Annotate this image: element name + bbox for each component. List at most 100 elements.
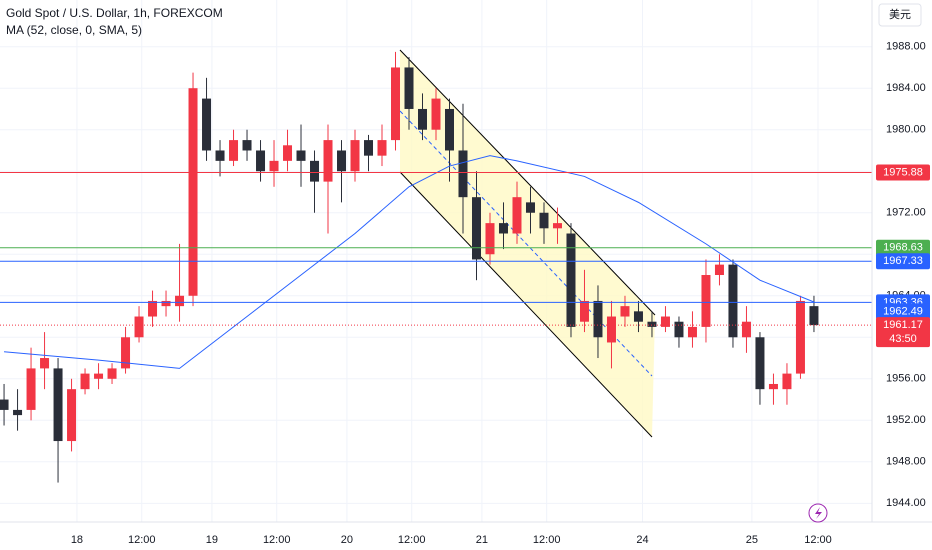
ma-line (4, 155, 815, 369)
candle-body (323, 140, 333, 182)
y-tick-label: 1944.00 (886, 497, 926, 509)
x-tick-label: 19 (206, 534, 218, 546)
candle-body (0, 399, 9, 410)
candle-body (525, 202, 535, 213)
x-tick-label: 12:00 (263, 534, 291, 546)
candle-body (633, 311, 643, 322)
channel-top (399, 49, 656, 316)
x-tick-label: 25 (746, 534, 758, 546)
candle-body (579, 300, 589, 322)
candle-body (350, 140, 360, 172)
candle-body (539, 212, 549, 229)
price-label-box (876, 317, 930, 348)
candle-body (215, 150, 225, 161)
x-tick-label: 21 (476, 534, 488, 546)
channel-bottom (399, 171, 653, 438)
x-tick-label: 12:00 (128, 534, 156, 546)
candle-body (512, 197, 522, 234)
candle-body (485, 223, 495, 255)
candle-body (94, 373, 104, 379)
currency-button[interactable] (878, 3, 922, 27)
candle-body (431, 98, 441, 130)
candle-body (768, 383, 778, 390)
y-tick-label: 1952.00 (886, 414, 926, 426)
price-label-box (876, 239, 930, 256)
candle-body (498, 223, 508, 234)
candle-body (809, 306, 819, 326)
candle-body (67, 389, 77, 442)
candle-body (418, 108, 428, 130)
candle-body (660, 316, 670, 327)
candle-body (202, 98, 212, 151)
plot (0, 51, 872, 483)
candle-body (620, 306, 630, 317)
candle-body (444, 108, 454, 151)
price-label: 1968.63 (883, 242, 923, 254)
candle-body (107, 368, 117, 379)
y-tick-label: 1972.00 (886, 207, 926, 219)
candle-body (714, 264, 724, 276)
price-label-box (876, 303, 930, 320)
candle-body (741, 321, 751, 338)
currency[interactable]: 美元 (889, 8, 911, 21)
candle-body (161, 300, 171, 307)
y-tick-label: 1956.00 (886, 373, 926, 385)
lightning-glyph (815, 507, 822, 519)
candle-body (310, 160, 320, 182)
candle-body (13, 409, 23, 416)
y-tick-label: 1980.00 (886, 124, 926, 136)
candle-body (148, 300, 158, 317)
candle-body (80, 373, 90, 390)
candle-body (404, 67, 414, 109)
candle-body (755, 337, 765, 390)
candle-body (242, 140, 252, 151)
candle-body (795, 300, 805, 374)
candle-body (674, 321, 684, 338)
candle-body (269, 160, 279, 172)
candle-body (566, 233, 576, 327)
y-tick-label: 1948.00 (886, 456, 926, 468)
candle-body (121, 337, 131, 369)
candle-body (782, 373, 792, 390)
channel-fill (400, 50, 655, 437)
price-label-box (876, 253, 930, 270)
candle-body (283, 145, 293, 161)
axes: 1944.001948.001952.001956.001960.001964.… (71, 41, 930, 546)
x-tick-label: 20 (341, 534, 353, 546)
candle-body (337, 150, 347, 172)
candle-body (606, 316, 616, 343)
y-tick-label: 1988.00 (886, 41, 926, 53)
candle-body (188, 88, 198, 296)
candle-body (552, 223, 562, 229)
candle-body (40, 358, 50, 369)
y-tick-label: 1984.00 (886, 82, 926, 94)
candle-body (458, 150, 468, 198)
price-label: 1961.17 (883, 319, 923, 331)
candle-body (229, 140, 239, 161)
x-tick-label: 12:00 (533, 534, 561, 546)
candle-body (471, 197, 481, 260)
candle-body (256, 150, 266, 172)
candle-body (593, 300, 603, 338)
candle-body (364, 140, 374, 156)
indicator-label: MA (52, close, 0, SMA, 5) (6, 23, 142, 37)
price-label-box (876, 164, 930, 181)
chart-title: Gold Spot / U.S. Dollar, 1h, FOREXCOM (6, 6, 223, 20)
price-label: 1975.88 (883, 166, 923, 178)
candle-body (175, 295, 185, 307)
countdown: 43:50 (889, 333, 917, 345)
candle-body (391, 67, 401, 141)
price-label: 1967.33 (883, 255, 923, 267)
candle-body (296, 150, 306, 161)
candle-body (53, 368, 63, 442)
candle-body (26, 368, 36, 410)
candle-body (647, 321, 657, 327)
x-tick-label: 18 (71, 534, 83, 546)
candle-body (687, 326, 697, 338)
candle-body (701, 275, 711, 327)
x-tick-label: 24 (636, 534, 648, 546)
candle-body (134, 316, 144, 338)
candle-body (377, 140, 387, 156)
